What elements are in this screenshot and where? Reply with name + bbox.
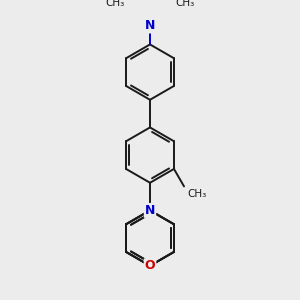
Text: O: O: [145, 259, 155, 272]
Text: CH₃: CH₃: [176, 0, 195, 8]
Text: N: N: [145, 20, 155, 32]
Text: N: N: [145, 204, 155, 217]
Text: CH₃: CH₃: [187, 189, 206, 199]
Text: CH₃: CH₃: [105, 0, 124, 8]
